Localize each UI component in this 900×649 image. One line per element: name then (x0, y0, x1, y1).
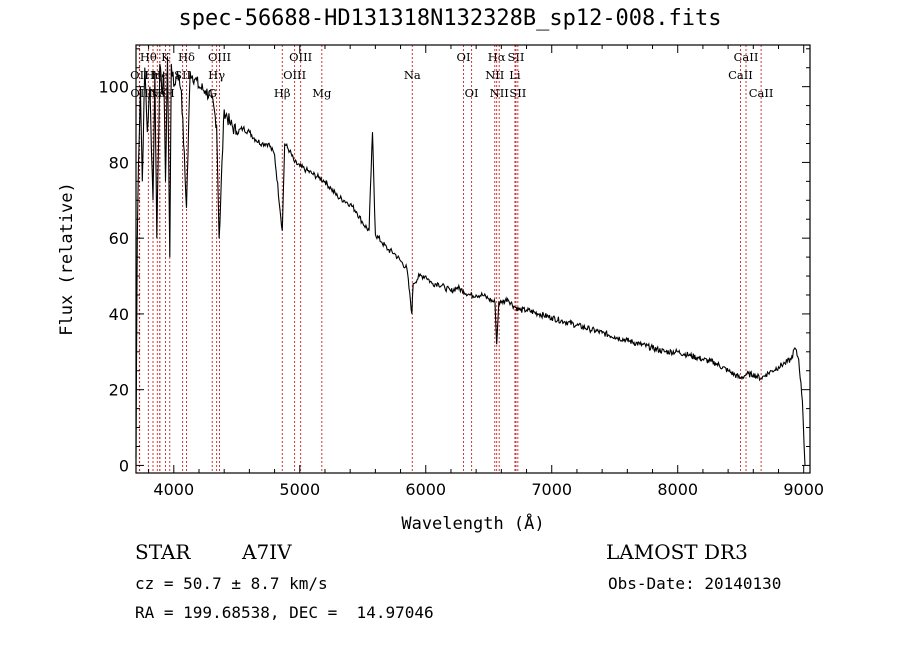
observation-date: Obs-Date: 20140130 (608, 574, 782, 593)
x-axis-label: Wavelength (Å) (401, 512, 544, 534)
x-tick-label: 7000 (531, 480, 572, 499)
y-tick-label: 20 (109, 381, 129, 400)
y-tick-label: 40 (109, 305, 129, 324)
line-marker-label: OI (457, 50, 471, 64)
line-marker-label: Hδ (178, 50, 195, 64)
axis-ticks: 4000 5000 6000 7000 8000 9000 0 20 40 60 80 100 (98, 45, 824, 499)
y-axis-label: Flux (relative) (57, 182, 77, 336)
line-marker-label: Li (509, 68, 521, 82)
redshift-velocity: cz = 50.7 ± 8.7 km/s (135, 574, 328, 593)
y-tick-label: 60 (109, 229, 129, 248)
x-tick-label: 9000 (783, 480, 824, 499)
line-markers: OIIOIIHθHηNeHeHζKHHδSIIGOIIIHγHβOIIIOIII… (130, 45, 773, 473)
y-tick-label: 80 (109, 153, 129, 172)
y-tick-label: 0 (119, 456, 129, 475)
line-marker-label: OIII (208, 50, 231, 64)
x-tick-label: 4000 (153, 480, 194, 499)
line-marker-label: Hγ (208, 68, 225, 82)
line-marker-label: NII (485, 68, 504, 82)
line-marker-label: SII (509, 86, 526, 100)
plot-frame (135, 44, 811, 474)
line-marker-label: CaII (734, 50, 759, 64)
y-tick-label: 100 (98, 78, 129, 97)
object-subclass: A7IV (242, 540, 292, 564)
ra-dec-coordinates: RA = 199.68538, DEC = 14.97046 (135, 603, 434, 622)
line-marker-label: OI (465, 86, 479, 100)
x-tick-label: 5000 (279, 480, 320, 499)
line-marker-label: Hθ (140, 50, 157, 64)
survey-name: LAMOST DR3 (606, 540, 748, 564)
line-marker-label: NII (490, 86, 509, 100)
line-marker-label: G (208, 86, 217, 100)
line-marker-label: OIII (283, 68, 306, 82)
line-marker-label: H (165, 86, 175, 100)
chart-title: spec-56688-HD131318N132328B_sp12-008.fit… (178, 6, 722, 31)
spectrum-series-line (135, 56, 806, 466)
line-marker-label: Hα (488, 50, 506, 64)
x-tick-label: 6000 (405, 480, 446, 499)
line-marker-label: CaII (749, 86, 774, 100)
line-marker-label: OIII (289, 50, 312, 64)
line-marker-label: Mg (312, 86, 332, 100)
line-marker-label: CaII (728, 68, 753, 82)
line-marker-label: SII (507, 50, 524, 64)
x-tick-label: 8000 (657, 480, 698, 499)
object-class: STAR (135, 540, 191, 564)
line-marker-label: Na (404, 68, 421, 82)
line-marker-label: K (161, 50, 170, 64)
line-marker-label: Hβ (274, 86, 291, 100)
